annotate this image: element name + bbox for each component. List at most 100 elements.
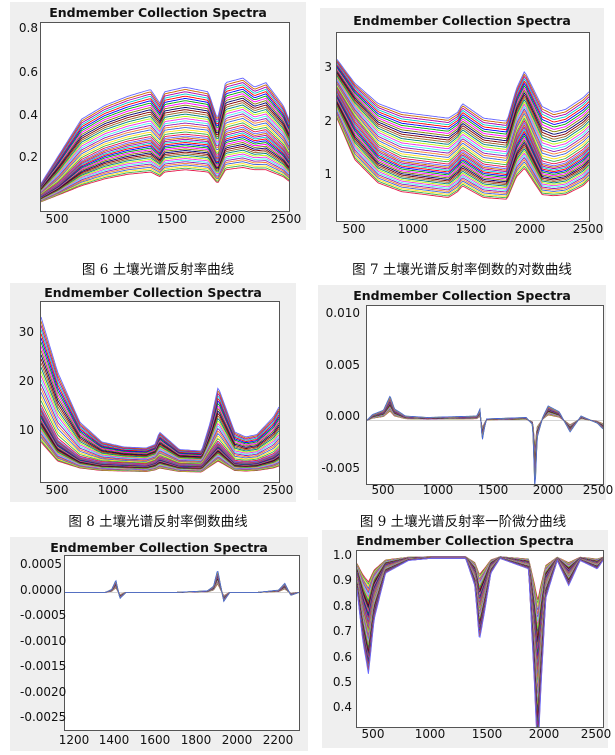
spectrum-line <box>367 397 603 481</box>
spectrum-line <box>367 401 603 472</box>
x-tick-label: 1800 <box>180 733 212 747</box>
spectrum-line <box>41 140 289 198</box>
y-tick-label: 3 <box>324 60 332 74</box>
spectrum-line <box>367 395 603 484</box>
spectrum-line <box>41 134 289 197</box>
spectrum-line <box>41 167 289 203</box>
y-tick-label: 0.0000 <box>20 583 62 597</box>
spectrum-line <box>41 375 279 461</box>
spectrum-line <box>41 88 289 187</box>
x-tick-label: 1600 <box>139 733 171 747</box>
figure-caption: 图 9 土壤光谱反射率一阶微分曲线 <box>359 514 567 530</box>
spectrum-line <box>41 316 279 452</box>
y-tick-label: -0.0015 <box>20 659 67 673</box>
spectrum-line <box>41 321 279 453</box>
x-tick-label: 1000 <box>397 222 429 236</box>
spectrum-line <box>41 102 289 190</box>
spectrum-line <box>41 165 289 202</box>
x-tick-label: 2000 <box>532 483 564 497</box>
chart-title: Endmember Collection Spectra <box>44 285 262 300</box>
spectrum-line <box>337 63 589 129</box>
y-tick-label: 1.0 <box>332 548 352 562</box>
y-tick-label: 1 <box>324 167 332 181</box>
figure-caption: 图 8 土壤光谱反射率倒数曲线 <box>68 514 248 530</box>
spectrum-line <box>337 74 589 146</box>
y-tick-label: 0.5 <box>332 675 352 689</box>
spectrum-line <box>41 161 289 202</box>
plot-svg <box>337 59 589 200</box>
x-tick-label: 1000 <box>99 212 131 226</box>
spectrum-line <box>41 124 289 196</box>
spectrum-line <box>41 417 279 468</box>
spectrum-line <box>337 112 589 194</box>
spectrum-line <box>41 82 289 185</box>
spectrum-line <box>41 427 279 470</box>
y-tick-label: 0.4 <box>332 700 352 714</box>
spectrum-line <box>337 86 589 166</box>
chart-panel-second-derivative: Endmember Collection Spectra 0.0005 0.00… <box>10 537 308 751</box>
spectrum-line <box>65 574 299 602</box>
y-tick-label: 20 <box>18 374 34 388</box>
figure-caption: 图 7 土壤光谱反射率倒数的对数曲线 <box>352 262 572 278</box>
chart-title: Endmember Collection Spectra <box>49 5 267 20</box>
spectrum-line <box>367 399 603 475</box>
spectrum-line <box>41 346 279 456</box>
spectrum-line <box>65 575 299 601</box>
x-tick-label: 1500 <box>471 727 503 741</box>
spectrum-line <box>337 81 589 157</box>
chart-panel-inverse: Endmember Collection Spectra 10 20 30 50… <box>10 283 296 502</box>
y-tick-label: 0.4 <box>18 108 38 122</box>
spectrum-line <box>337 94 589 176</box>
chart-panel-log-inverse: Endmember Collection Spectra 1 2 3 500 1… <box>320 8 604 240</box>
spectrum-line <box>41 130 289 197</box>
spectrum-line <box>41 151 289 200</box>
spectrum-line <box>337 101 589 183</box>
spectrum-line <box>41 111 289 192</box>
chart-title: Endmember Collection Spectra <box>353 288 571 303</box>
spectrum-line <box>337 105 589 187</box>
spectrum-line <box>41 132 289 197</box>
plot-area <box>40 22 290 212</box>
x-tick-label: 1000 <box>422 483 454 497</box>
chart-panel-continuum-removed: Endmember Collection Spectra 1.0 0.9 0.8… <box>322 530 611 748</box>
y-tick-label: 0.0005 <box>20 557 62 571</box>
plot-area <box>64 555 300 731</box>
spectrum-line <box>65 577 299 600</box>
spectrum-line <box>367 401 603 470</box>
spectrum-line <box>41 155 289 201</box>
x-tick-label: 500 <box>361 727 385 741</box>
x-tick-label: 1500 <box>156 212 188 226</box>
y-tick-label: 0.8 <box>332 599 352 613</box>
plot-svg <box>65 570 299 603</box>
spectrum-line <box>337 98 589 180</box>
spectrum-line <box>65 571 299 602</box>
y-tick-label: 0.8 <box>18 21 38 35</box>
spectrum-line <box>41 163 289 202</box>
chart-title: Endmember Collection Spectra <box>50 540 268 555</box>
spectrum-line <box>367 402 603 467</box>
spectrum-line <box>337 60 589 124</box>
x-tick-label: 2000 <box>221 733 253 747</box>
spectrum-line <box>41 433 279 471</box>
spectrum-line <box>65 578 299 599</box>
spectrum-line <box>65 579 299 599</box>
spectrum-line <box>337 68 589 137</box>
spectrum-line <box>41 113 289 193</box>
spectrum-line <box>41 149 289 200</box>
x-tick-label: 1200 <box>58 733 90 747</box>
spectrum-line <box>65 582 299 597</box>
spectrum-line <box>41 388 279 463</box>
spectrum-line <box>41 407 279 466</box>
spectrum-line <box>337 97 589 178</box>
spectrum-line <box>337 100 589 181</box>
spectrum-line <box>337 64 589 131</box>
spectrum-line <box>65 575 299 601</box>
spectrum-line <box>65 571 299 603</box>
spectrum-line <box>367 402 603 468</box>
y-tick-label: 30 <box>18 325 34 339</box>
spectrum-line <box>41 367 279 459</box>
spectrum-line <box>337 113 589 196</box>
spectrum-line <box>41 104 289 191</box>
spectrum-line <box>337 111 589 193</box>
plot-area <box>336 32 590 222</box>
